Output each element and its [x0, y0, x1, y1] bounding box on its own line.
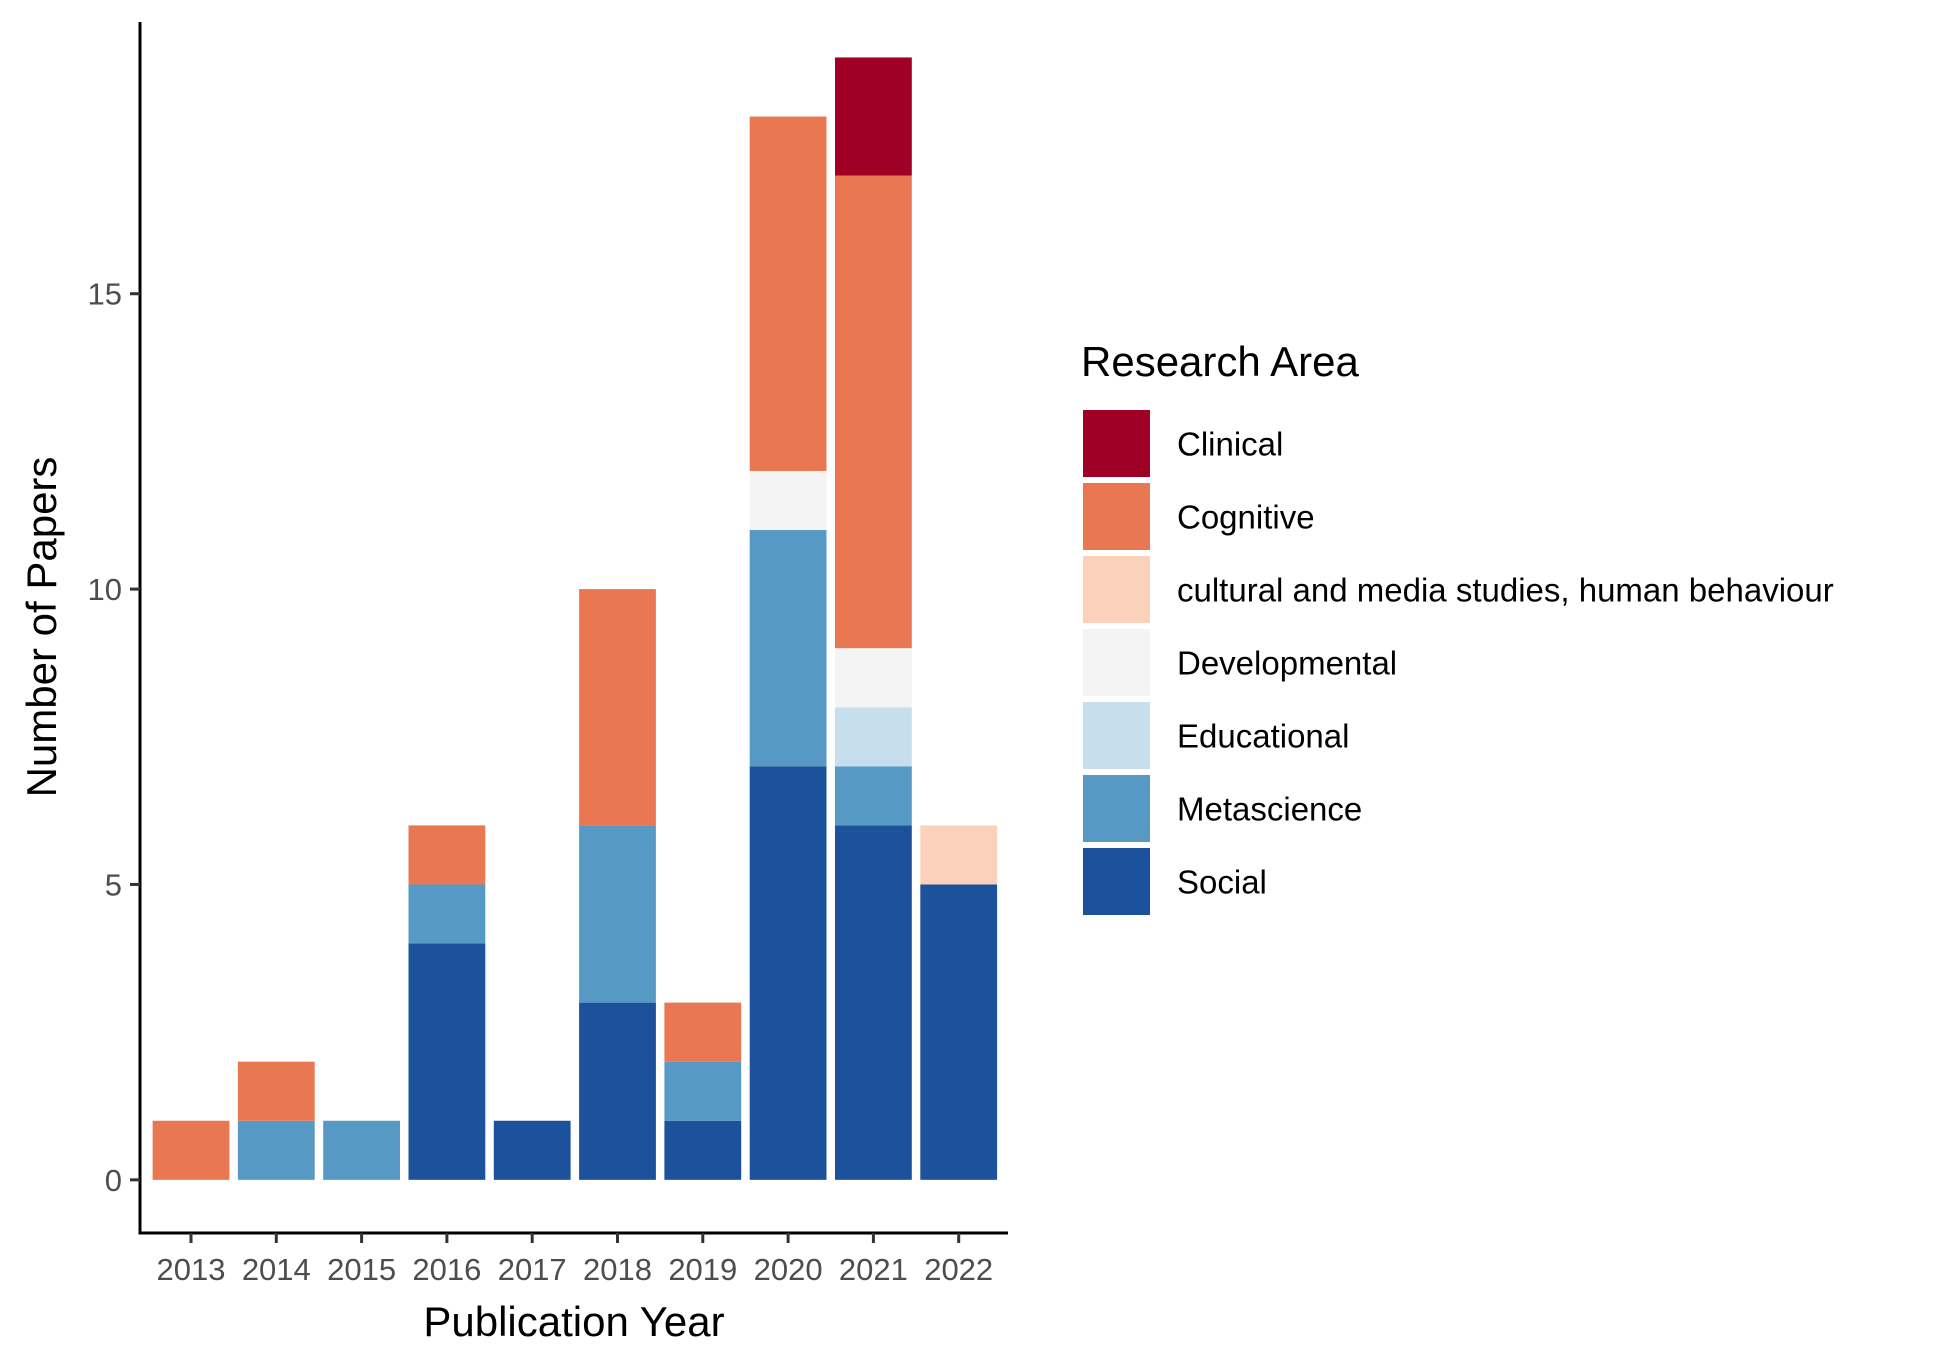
legend-label: Educational	[1177, 718, 1349, 755]
x-tick-label: 2021	[839, 1252, 908, 1287]
y-tick-label: 10	[88, 572, 122, 607]
x-tick-label: 2014	[242, 1252, 311, 1287]
x-tick-label: 2020	[754, 1252, 823, 1287]
y-tick-label: 5	[105, 867, 122, 902]
bars-layer	[152, 57, 998, 1180]
legend-title: Research Area	[1081, 338, 1359, 385]
legend-items: Clinical Cognitive cultural and media stud…	[1083, 410, 1834, 915]
bar-segment	[835, 766, 912, 826]
legend-key	[1083, 483, 1150, 550]
bar-segment	[579, 825, 656, 1003]
bar-segment	[835, 825, 912, 1180]
bar-segment	[920, 825, 998, 885]
bar-segment	[664, 1002, 742, 1062]
bar-segment	[749, 470, 827, 531]
y-axis-title: Number of Papers	[18, 457, 65, 798]
legend-label: Developmental	[1177, 645, 1397, 682]
legend-key	[1083, 556, 1150, 623]
bar-segment	[749, 116, 827, 471]
y-tick-label: 0	[105, 1163, 122, 1198]
x-tick-label: 2017	[498, 1252, 567, 1287]
x-axis-title: Publication Year	[423, 1298, 724, 1345]
x-tick-label: 2019	[668, 1252, 737, 1287]
y-tick-label: 15	[88, 277, 122, 312]
legend-label: cultural and media studies, human behavi…	[1177, 572, 1834, 609]
bar-segment	[835, 648, 912, 708]
legend-key	[1083, 775, 1150, 842]
bar-segment	[493, 1120, 571, 1180]
legend-label: Clinical	[1177, 426, 1283, 463]
x-tick-label: 2013	[157, 1252, 226, 1287]
x-axis-ticks: 2013 2014 2015 2016 2017 2018 2019 2020 2021 2022	[157, 1233, 993, 1287]
legend-key	[1083, 629, 1150, 696]
bar-segment	[835, 707, 912, 767]
bar-segment	[323, 1120, 400, 1180]
bar-segment	[408, 825, 486, 885]
y-axis-ticks: 0 5 10 15	[88, 277, 140, 1198]
bar-segment	[835, 175, 912, 649]
bar-segment	[664, 1120, 742, 1180]
bar-segment	[579, 1002, 656, 1180]
bar-segment	[408, 943, 486, 1180]
x-tick-label: 2022	[924, 1252, 993, 1287]
legend: Research Area Clinical Cognitive cultural …	[1081, 338, 1834, 915]
legend-key	[1083, 410, 1150, 477]
bar-segment	[579, 589, 656, 826]
x-tick-label: 2018	[583, 1252, 652, 1287]
bar-segment	[237, 1120, 315, 1180]
x-tick-label: 2015	[327, 1252, 396, 1287]
bar-segment	[152, 1120, 230, 1180]
legend-key	[1083, 848, 1150, 915]
x-tick-label: 2016	[412, 1252, 481, 1287]
bar-segment	[749, 766, 827, 1180]
bar-segment	[664, 1061, 742, 1121]
bar-segment	[749, 530, 827, 767]
bar-segment	[920, 884, 998, 1180]
legend-key	[1083, 702, 1150, 769]
legend-label: Social	[1177, 864, 1267, 901]
bar-segment	[835, 57, 912, 176]
bar-segment	[237, 1061, 315, 1121]
bar-segment	[408, 884, 486, 944]
legend-label: Cognitive	[1177, 499, 1315, 536]
legend-label: Metascience	[1177, 791, 1362, 828]
